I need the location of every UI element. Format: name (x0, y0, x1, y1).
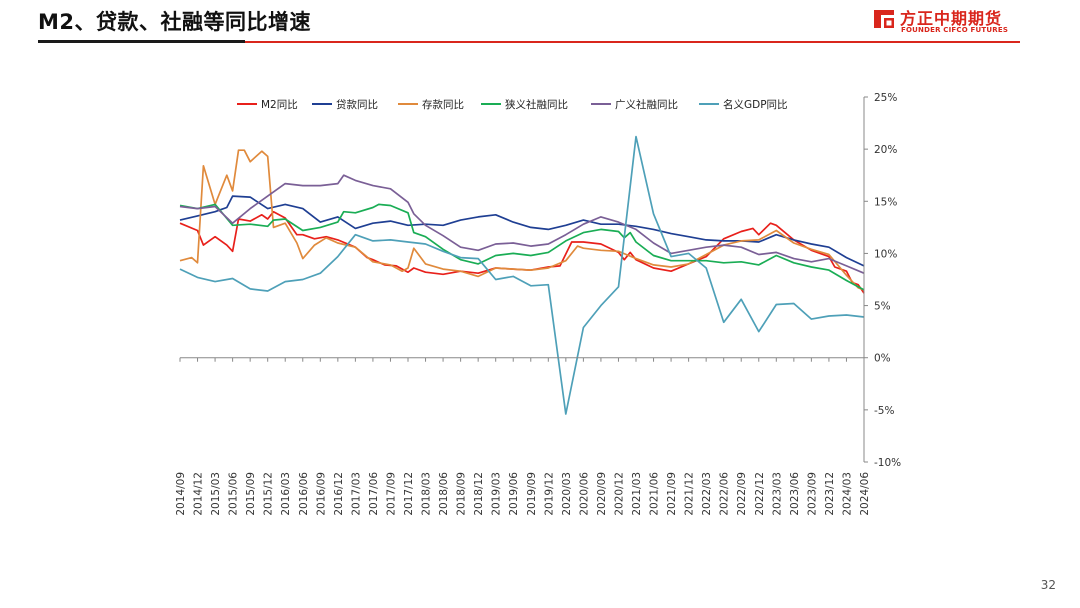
x-tick-label: 2021/06 (649, 472, 661, 516)
x-tick-label: 2022/06 (719, 472, 731, 516)
y-tick-label: -10% (874, 457, 901, 469)
x-tick-label: 2015/09 (245, 472, 257, 516)
series-line (179, 135, 865, 415)
legend-label: 贷款同比 (336, 98, 378, 111)
x-tick-label: 2024/06 (859, 472, 871, 516)
x-tick-label: 2019/06 (508, 472, 520, 516)
title-underline (38, 40, 245, 43)
x-tick-label: 2020/12 (613, 472, 625, 516)
y-tick-label: -5% (874, 405, 894, 417)
legend-label: 名义GDP同比 (723, 98, 788, 111)
x-tick-label: 2016/03 (280, 472, 292, 516)
x-tick-label: 2021/09 (666, 472, 678, 516)
x-tick-label: 2024/03 (841, 472, 853, 516)
x-tick-label: 2014/12 (193, 472, 205, 516)
x-axis: 2014/09 2014/12 2015/03 2015/06 2015/09 2015/… (175, 357, 871, 516)
legend-label: M2同比 (261, 98, 298, 111)
x-tick-label: 2020/09 (596, 472, 608, 516)
x-tick-label: 2022/12 (754, 472, 766, 516)
x-tick-label: 2021/03 (631, 472, 643, 516)
x-tick-label: 2019/12 (543, 472, 555, 516)
x-tick-label: 2015/06 (228, 472, 240, 516)
y-tick-label: 0% (874, 353, 891, 365)
x-tick-label: 2023/06 (789, 472, 801, 516)
y-axis: -10% -5% 0% 5% 10% 15% 20% 25% (863, 92, 901, 469)
x-tick-label: 2015/03 (210, 472, 222, 516)
x-tick-label: 2015/12 (263, 472, 275, 516)
plot-area (179, 135, 865, 415)
y-tick-label: 25% (874, 92, 897, 104)
x-tick-label: 2020/03 (561, 472, 573, 516)
x-tick-label: 2018/09 (456, 472, 468, 516)
x-tick-label: 2023/09 (806, 472, 818, 516)
legend-label: 狭义社融同比 (505, 98, 568, 111)
x-tick-label: 2017/03 (350, 472, 362, 516)
series-line (179, 203, 865, 291)
y-tick-label: 10% (874, 248, 897, 260)
legend-label: 存款同比 (422, 98, 464, 111)
x-tick-label: 2022/09 (736, 472, 748, 516)
x-tick-label: 2021/12 (684, 472, 696, 516)
x-tick-label: 2017/12 (403, 472, 415, 516)
page-number: 32 (1040, 578, 1056, 592)
x-tick-label: 2016/09 (315, 472, 327, 516)
x-tick-label: 2018/12 (473, 472, 485, 516)
x-tick-label: 2020/06 (578, 472, 590, 516)
x-tick-label: 2014/09 (175, 472, 187, 516)
series-line (179, 149, 865, 291)
company-logo: 方正中期期货 FOUNDER CIFCO FUTURES (872, 5, 1022, 37)
logo-text-cn: 方正中期期货 (900, 9, 1003, 28)
x-tick-label: 2017/09 (385, 472, 397, 516)
x-tick-label: 2023/03 (771, 472, 783, 516)
series-line (179, 174, 865, 274)
founder-logo-icon (874, 10, 894, 28)
x-tick-label: 2019/09 (526, 472, 538, 516)
x-tick-label: 2018/06 (438, 472, 450, 516)
legend-label: 广义社融同比 (615, 98, 678, 111)
y-tick-label: 20% (874, 144, 897, 156)
x-tick-label: 2019/03 (491, 472, 503, 516)
title-divider (245, 41, 1020, 43)
chart-legend: M2同比 贷款同比 存款同比 狭义社融同比 广义社融同比 名义GDP同比 (237, 98, 788, 111)
x-tick-label: 2016/06 (298, 472, 310, 516)
page-title: M2、贷款、社融等同比增速 (38, 10, 312, 34)
x-tick-label: 2022/03 (701, 472, 713, 516)
x-tick-label: 2023/12 (824, 472, 836, 516)
x-tick-label: 2017/06 (368, 472, 380, 516)
x-tick-label: 2018/03 (421, 472, 433, 516)
x-tick-label: 2016/12 (333, 472, 345, 516)
y-tick-label: 15% (874, 196, 897, 208)
logo-text-en: FOUNDER CIFCO FUTURES (901, 26, 1009, 34)
y-tick-label: 5% (874, 301, 891, 313)
